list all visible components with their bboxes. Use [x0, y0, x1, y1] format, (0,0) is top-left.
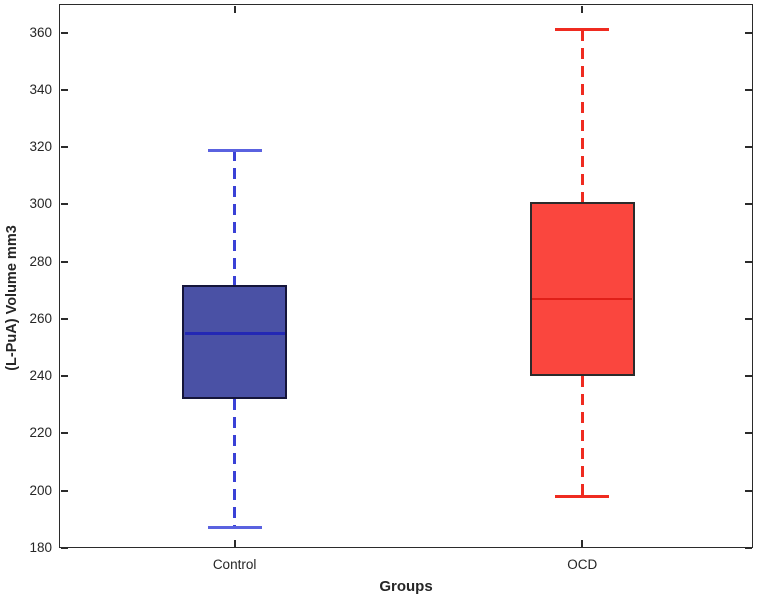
y-tick-label: 280 — [29, 253, 52, 269]
upper-whisker-cap — [207, 148, 262, 152]
x-tick-mark — [581, 539, 584, 547]
y-tick-label: 200 — [29, 482, 52, 498]
x-tick-mark — [233, 539, 236, 547]
y-tick-mark-mirror — [744, 203, 752, 206]
lower-whisker — [580, 376, 584, 497]
y-tick-mark-mirror — [744, 260, 752, 263]
y-tick-label: 180 — [29, 540, 52, 555]
y-tick-mark — [60, 203, 68, 206]
y-tick-mark-mirror — [744, 375, 752, 378]
y-tick-label: 300 — [29, 196, 52, 212]
y-tick-label: 360 — [29, 24, 52, 40]
y-tick-mark — [60, 432, 68, 435]
y-tick-label: 340 — [29, 81, 52, 97]
y-tick-mark — [60, 88, 68, 91]
y-axis-label: (L-PuA) Volume mm3 — [4, 225, 20, 371]
y-tick-mark-mirror — [744, 146, 752, 149]
plot-area — [59, 4, 753, 548]
y-tick-mark — [60, 260, 68, 263]
median-line — [184, 332, 285, 335]
x-tick-mark-mirror — [233, 5, 236, 13]
y-tick-mark-mirror — [744, 88, 752, 91]
lower-whisker — [233, 399, 237, 528]
y-tick-mark — [60, 146, 68, 149]
y-tick-mark-mirror — [744, 317, 752, 320]
box-control — [182, 284, 288, 400]
y-tick-mark — [60, 375, 68, 378]
lower-whisker-cap — [207, 526, 262, 530]
y-tick-mark-mirror — [744, 432, 752, 435]
y-tick-mark — [60, 31, 68, 34]
upper-whisker-cap — [555, 28, 610, 32]
box-ocd — [529, 201, 635, 377]
lower-whisker-cap — [555, 494, 610, 498]
x-tick-label: Control — [212, 557, 257, 572]
y-tick-mark-mirror — [744, 31, 752, 34]
x-tick-label: OCD — [567, 557, 598, 572]
upper-whisker — [233, 150, 237, 285]
x-axis-label: Groups — [379, 578, 433, 595]
y-tick-mark-mirror — [744, 547, 752, 549]
y-tick-mark — [60, 489, 68, 492]
y-tick-label: 320 — [29, 139, 52, 155]
y-tick-label: 260 — [29, 310, 52, 326]
y-tick-label: 240 — [29, 368, 52, 384]
median-line — [532, 297, 633, 301]
upper-whisker — [580, 29, 584, 202]
x-tick-mark-mirror — [581, 5, 584, 13]
y-tick-label: 220 — [29, 425, 52, 441]
y-tick-mark — [60, 317, 68, 320]
y-tick-mark — [60, 547, 68, 549]
y-tick-mark-mirror — [744, 489, 752, 492]
